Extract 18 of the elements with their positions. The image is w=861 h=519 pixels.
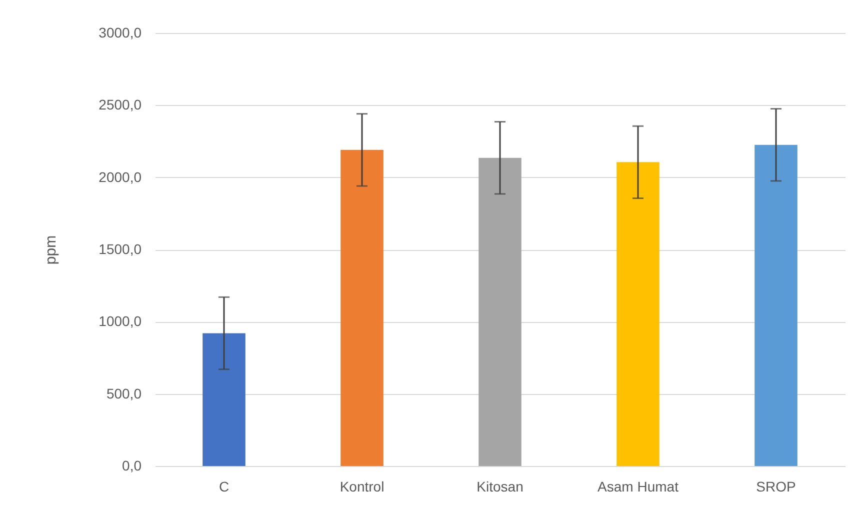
y-tick-label: 3000,0	[98, 24, 142, 40]
bar	[478, 158, 522, 466]
y-tick-label: 2500,0	[98, 96, 142, 113]
x-tick-label: C	[218, 478, 230, 494]
x-tick-label: SROP	[756, 478, 796, 494]
bar	[616, 162, 660, 466]
y-tick-label: 2000,0	[98, 168, 142, 185]
y-tick-label: 500,0	[106, 385, 142, 402]
y-tick-label: 1500,0	[98, 241, 142, 257]
bar	[340, 150, 384, 466]
y-tick-label: 0,0	[122, 458, 142, 474]
y-axis-title: ppm	[42, 235, 60, 265]
y-tick-label: 1000,0	[98, 313, 142, 330]
x-tick-label: Kitosan	[476, 478, 524, 494]
x-tick-label: Kontrol	[340, 478, 384, 494]
x-tick-label: Asam Humat	[598, 478, 679, 494]
bar	[754, 144, 798, 466]
bar	[202, 333, 246, 466]
